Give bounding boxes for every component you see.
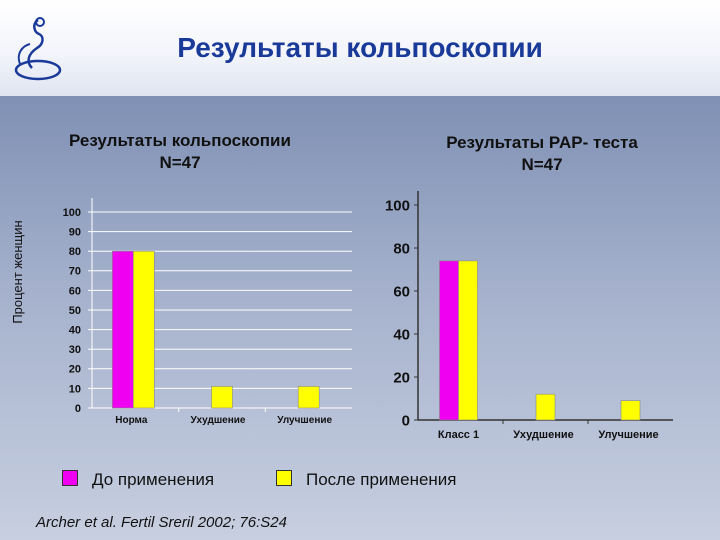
legend-swatch-after — [276, 470, 292, 486]
slide-title: Результаты кольпоскопии — [177, 32, 543, 63]
figure-logo-icon — [14, 17, 62, 81]
chart-1-category-label: Ухудшение — [191, 415, 246, 426]
chart-1-bar — [112, 250, 134, 409]
chart-1-y-tick-label: 40 — [69, 324, 81, 336]
chart-1-category-label: Норма — [115, 415, 148, 426]
chart-1-y-tick-label: 60 — [69, 285, 81, 297]
chart-1-bar — [297, 386, 320, 409]
chart-1-bar — [211, 386, 233, 409]
legend-label-after: После применения — [306, 470, 457, 489]
chart-1-title: Результаты кольпоскопии — [69, 131, 291, 150]
chart-1-y-tick-label: 50 — [69, 305, 81, 317]
slide-header: Результаты кольпоскопии — [0, 0, 720, 96]
chart-1-y-tick-label: 90 — [69, 226, 81, 238]
chart-1-y-tick-label: 0 — [75, 403, 81, 415]
legend-swatch-before — [62, 470, 78, 486]
chart-1-y-tick-label: 70 — [69, 266, 81, 278]
chart-1-y-tick-label: 100 — [63, 207, 81, 219]
chart-1-y-tick-label: 30 — [69, 344, 81, 356]
chart-1-y-tick-label: 10 — [69, 383, 81, 395]
legend-label-before: До применения — [92, 470, 215, 489]
chart-1-bar — [133, 250, 155, 409]
chart-1-subtitle: N=47 — [159, 153, 201, 172]
source-citation: Archer et al. Fertil Sreril 2002; 76:S24 — [36, 514, 287, 531]
chart-1-heading: Результаты кольпоскопии N=47 — [30, 130, 330, 174]
chart-2-subtitle: N=47 — [521, 155, 563, 174]
chart-2-heading: Результаты PAP- теста N=47 — [392, 132, 692, 176]
chart-1-category-label: Улучшение — [277, 415, 332, 426]
chart-1-y-tick-label: 80 — [69, 246, 81, 258]
chart-2-title: Результаты PAP- теста — [446, 133, 638, 152]
legend-before: До применения — [62, 470, 214, 490]
legend-after: После применения — [276, 470, 457, 490]
chart-1-y-tick-label: 20 — [69, 364, 81, 376]
